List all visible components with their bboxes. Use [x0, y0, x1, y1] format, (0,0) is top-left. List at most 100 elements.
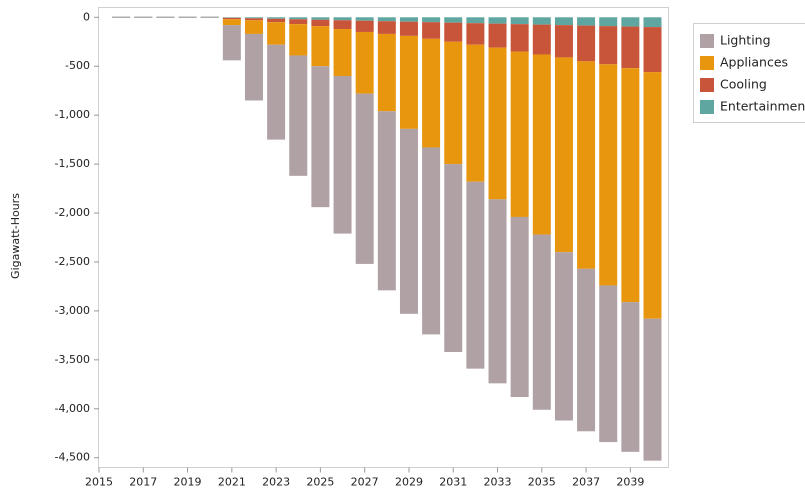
x-tick-label: 2017: [129, 476, 157, 489]
bar-segment: [311, 66, 330, 208]
bar-segment: [267, 22, 286, 45]
bar-segment: [510, 216, 529, 398]
bar-segment: [333, 29, 352, 77]
bar-segment: [599, 64, 618, 286]
bar-segment: [510, 24, 529, 52]
legend-label: Cooling: [720, 77, 767, 92]
bar-segment: [466, 181, 485, 369]
y-tick-label: -500: [65, 59, 90, 72]
bar-segment: [466, 23, 485, 45]
y-tick-label: -3,000: [55, 304, 90, 317]
bar-segment: [311, 19, 330, 27]
bar-segment: [222, 17, 241, 20]
y-tick-label: -1,500: [55, 157, 90, 170]
plot-frame: [98, 7, 669, 468]
bar-segment: [333, 17, 352, 21]
x-tick-label: 2039: [616, 476, 644, 489]
legend-label: Appliances: [720, 55, 788, 70]
bar-segment: [311, 17, 330, 20]
bar-segment: [599, 285, 618, 443]
x-tick-label: 2023: [262, 476, 290, 489]
bar-segment: [599, 17, 618, 27]
bar-segment: [355, 20, 374, 32]
legend-swatch: [700, 56, 714, 70]
legend-swatch: [700, 34, 714, 48]
bar-segment: [444, 17, 463, 23]
bar-segment: [554, 252, 573, 421]
bar-segment: [422, 147, 441, 335]
bar-segment: [643, 72, 662, 319]
bar-segment: [267, 18, 286, 23]
bar-segment: [621, 68, 640, 303]
bar-segment: [355, 17, 374, 21]
x-tick-label: 2015: [85, 476, 113, 489]
bar-segment: [643, 318, 662, 461]
bar-segment: [532, 54, 551, 235]
bar-segment: [222, 19, 241, 26]
bar-segment: [532, 234, 551, 410]
bar-segment: [577, 268, 596, 432]
bar-segment: [267, 17, 286, 19]
x-tick-label: 2031: [439, 476, 467, 489]
y-tick-label: -4,500: [55, 451, 90, 464]
y-tick-label: -1,000: [55, 108, 90, 121]
x-tick-label: 2021: [218, 476, 246, 489]
legend-label: Entertainment: [720, 99, 805, 114]
bar-segment: [577, 61, 596, 269]
bar-segment: [222, 25, 241, 61]
x-tick-label: 2035: [528, 476, 556, 489]
bar-segment: [621, 17, 640, 27]
bar-segment: [422, 38, 441, 148]
y-axis-label: Gigawatt-Hours: [9, 193, 22, 279]
bar-segment: [289, 24, 308, 56]
bar-segment: [488, 47, 507, 200]
y-tick-label: -4,000: [55, 402, 90, 415]
bar-segment: [289, 19, 308, 25]
legend: Lighting Appliances Cooling Entertainment: [693, 23, 805, 123]
y-tick-label: -3,500: [55, 353, 90, 366]
bar-segment: [554, 25, 573, 58]
x-tick-label: 2037: [572, 476, 600, 489]
bar-segment: [599, 26, 618, 65]
bar-segment: [444, 41, 463, 165]
bar-segment: [333, 20, 352, 30]
bar-segment: [377, 33, 396, 112]
bar-segment: [466, 17, 485, 24]
bar-segment: [244, 18, 263, 21]
bar-segment: [422, 22, 441, 39]
x-tick-label: 2033: [484, 476, 512, 489]
bar-segment: [532, 24, 551, 55]
bar-segment: [399, 17, 418, 22]
bar-segment: [643, 27, 662, 73]
x-tick-label: 2027: [351, 476, 379, 489]
bar-segment: [244, 20, 263, 34]
bar-segment: [399, 35, 418, 129]
bar-segment: [311, 26, 330, 67]
y-tick-label: -2,500: [55, 255, 90, 268]
bar-segment: [554, 57, 573, 253]
bar-segment: [488, 199, 507, 384]
legend-swatch: [700, 100, 714, 114]
bar-segment: [244, 33, 263, 101]
bar-segment: [621, 302, 640, 452]
x-tick-label: 2019: [174, 476, 202, 489]
bar-segment: [510, 51, 529, 217]
bar-segment: [377, 21, 396, 34]
bar-segment: [399, 21, 418, 36]
legend-swatch: [700, 78, 714, 92]
bar-segment: [621, 26, 640, 69]
bar-segment: [355, 31, 374, 94]
legend-label: Lighting: [720, 33, 771, 48]
bar-segment: [377, 111, 396, 291]
bar-segment: [643, 17, 662, 28]
bar-segment: [488, 17, 507, 24]
bar-segment: [577, 17, 596, 26]
bar-segment: [488, 23, 507, 48]
bar-segment: [377, 17, 396, 22]
bar-segment: [577, 25, 596, 62]
y-tick-label: 0: [83, 10, 90, 23]
bar-segment: [244, 17, 263, 19]
bar-segment: [444, 164, 463, 353]
bar-segment: [333, 76, 352, 234]
